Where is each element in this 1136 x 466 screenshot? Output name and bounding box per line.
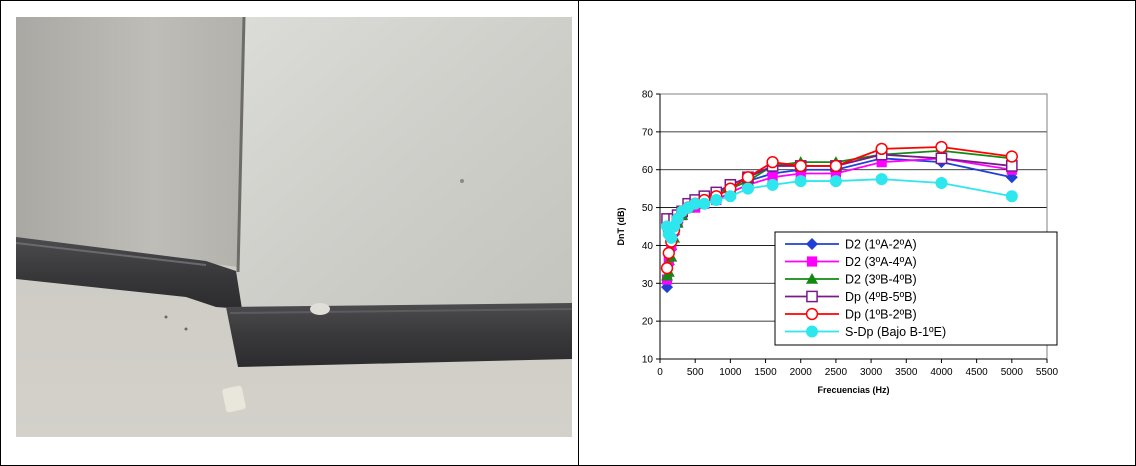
data-point-6-13 xyxy=(766,178,779,191)
xtick-label-3500: 3500 xyxy=(895,367,918,378)
xtick-label-500: 500 xyxy=(687,367,704,378)
legend-entry-3: D2 (3ºB-4ºB) xyxy=(785,273,917,287)
data-point-6-11 xyxy=(724,190,737,203)
ytick-label-30: 30 xyxy=(642,279,654,290)
xtick-label-5500: 5500 xyxy=(1036,367,1059,378)
data-point-6-14 xyxy=(794,175,807,188)
legend-label-3: D2 (3ºB-4ºB) xyxy=(845,273,917,287)
xtick-label-3000: 3000 xyxy=(860,367,883,378)
data-point-2-13 xyxy=(767,172,778,183)
data-point-2-14 xyxy=(795,168,806,179)
xtick-label-2500: 2500 xyxy=(825,367,848,378)
y-axis-label: DnT (dB) xyxy=(616,208,626,246)
data-point-6-3 xyxy=(665,231,678,244)
xtick-label-2000: 2000 xyxy=(790,367,813,378)
legend-box xyxy=(774,231,1058,346)
data-point-4-17 xyxy=(935,152,948,165)
data-point-6-18 xyxy=(1005,190,1018,203)
chart-container: 10 20 30 40 50 60 70 80 0 500 1000 1500 2000 2500 300… xyxy=(595,80,1075,410)
data-point-6-16 xyxy=(875,173,888,186)
dnt-chart: 10 20 30 40 50 60 70 80 0 500 1000 1500 2000 2500 300… xyxy=(616,90,1059,396)
ytick-label-80: 80 xyxy=(642,90,654,101)
legend-marker-1 xyxy=(806,238,818,250)
data-point-2-16 xyxy=(876,157,887,168)
series-6 xyxy=(661,173,1018,244)
ytick-label-20: 20 xyxy=(642,317,654,328)
data-point-5-13 xyxy=(766,155,779,169)
data-point-5-17 xyxy=(935,140,948,154)
data-point-5-15 xyxy=(829,159,843,173)
legend-marker-5 xyxy=(805,307,819,321)
ytick-label-10: 10 xyxy=(642,355,654,366)
legend-entry-2: D2 (3ºA-4ºA) xyxy=(785,255,917,269)
data-point-5-12 xyxy=(741,171,755,184)
xtick-label-0: 0 xyxy=(657,367,663,378)
data-point-5-2 xyxy=(662,246,675,260)
legend-entry-1: D2 (1ºA-2ºA) xyxy=(785,238,917,252)
chart-legend: D2 (1ºA-2ºA) D2 (3ºA-4ºA) D2 (3ºB-4ºB) Dp (… xyxy=(774,231,1058,346)
data-point-1-18 xyxy=(1005,171,1018,184)
xtick-label-1500: 1500 xyxy=(754,367,777,378)
x-axis-label: Frecuencias (Hz) xyxy=(817,385,889,395)
legend-label-6: S-Dp (Bajo B-1ºE) xyxy=(845,325,946,339)
xtick-label-1000: 1000 xyxy=(719,367,742,378)
wall-joint-photo xyxy=(16,17,572,437)
xtick-label-5000: 5000 xyxy=(1001,367,1024,378)
legend-label-2: D2 (3ºA-4ºA) xyxy=(845,255,917,269)
x-axis-ticks: 0 500 1000 1500 2000 2500 3000 3500 4000 4500 5000… xyxy=(657,94,1059,378)
ytick-label-50: 50 xyxy=(642,203,654,214)
legend-marker-2 xyxy=(806,256,818,267)
ytick-label-70: 70 xyxy=(642,127,654,138)
xtick-label-4500: 4500 xyxy=(966,367,989,378)
top-border xyxy=(0,0,1136,1)
data-point-6-17 xyxy=(935,176,948,189)
legend-entry-6: S-Dp (Bajo B-1ºE) xyxy=(785,325,946,339)
legend-entry-4: Dp (4ºB-5ºB) xyxy=(785,290,917,304)
data-point-6-12 xyxy=(741,182,754,195)
data-point-2-15 xyxy=(830,168,842,179)
legend-marker-6 xyxy=(806,325,818,338)
data-point-6-9 xyxy=(698,197,711,210)
xtick-label-4000: 4000 xyxy=(930,367,953,378)
y-axis-ticks: 10 20 30 40 50 60 70 80 xyxy=(642,90,660,366)
legend-marker-3 xyxy=(806,273,818,284)
data-point-6-15 xyxy=(829,175,842,188)
legend-label-4: Dp (4ºB-5ºB) xyxy=(845,290,917,304)
cell-divider xyxy=(578,0,579,466)
legend-marker-4 xyxy=(806,290,818,303)
data-point-5-16 xyxy=(875,142,888,156)
legend-label-1: D2 (1ºA-2ºA) xyxy=(845,238,917,252)
data-point-6-8 xyxy=(689,197,702,210)
data-point-6-10 xyxy=(710,194,723,206)
data-point-5-1 xyxy=(660,261,674,275)
ytick-label-40: 40 xyxy=(642,241,654,252)
data-point-5-18 xyxy=(1005,150,1018,163)
ytick-label-60: 60 xyxy=(642,165,654,176)
legend-entry-5: Dp (1ºB-2ºB) xyxy=(785,308,917,322)
photo-illustration xyxy=(16,17,572,437)
data-point-5-14 xyxy=(794,159,807,173)
legend-label-5: Dp (1ºB-2ºB) xyxy=(845,308,917,322)
series-group xyxy=(660,140,1018,294)
